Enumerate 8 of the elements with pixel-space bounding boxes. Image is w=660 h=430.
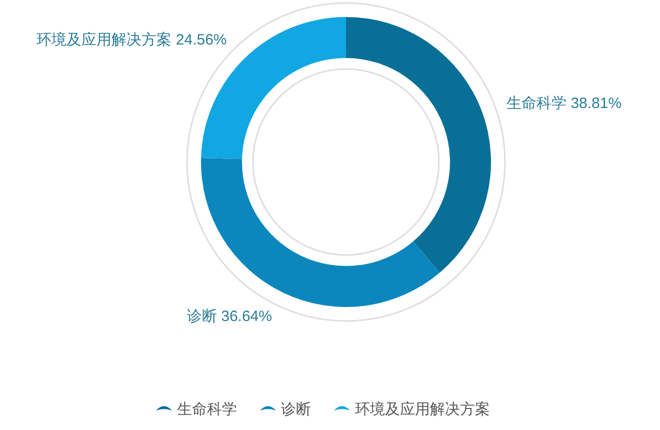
donut-slice (346, 17, 491, 273)
category-label: 环境及应用解决方案 24.56% (36, 31, 227, 48)
legend-label: 诊断 (281, 401, 311, 418)
legend-label: 环境及应用解决方案 (355, 401, 490, 418)
category-label: 诊断 36.64% (186, 308, 272, 326)
legend-label: 生命科学 (177, 401, 237, 418)
category-label: 生命科学 38.81% (506, 95, 622, 112)
donut-slice (201, 158, 440, 307)
